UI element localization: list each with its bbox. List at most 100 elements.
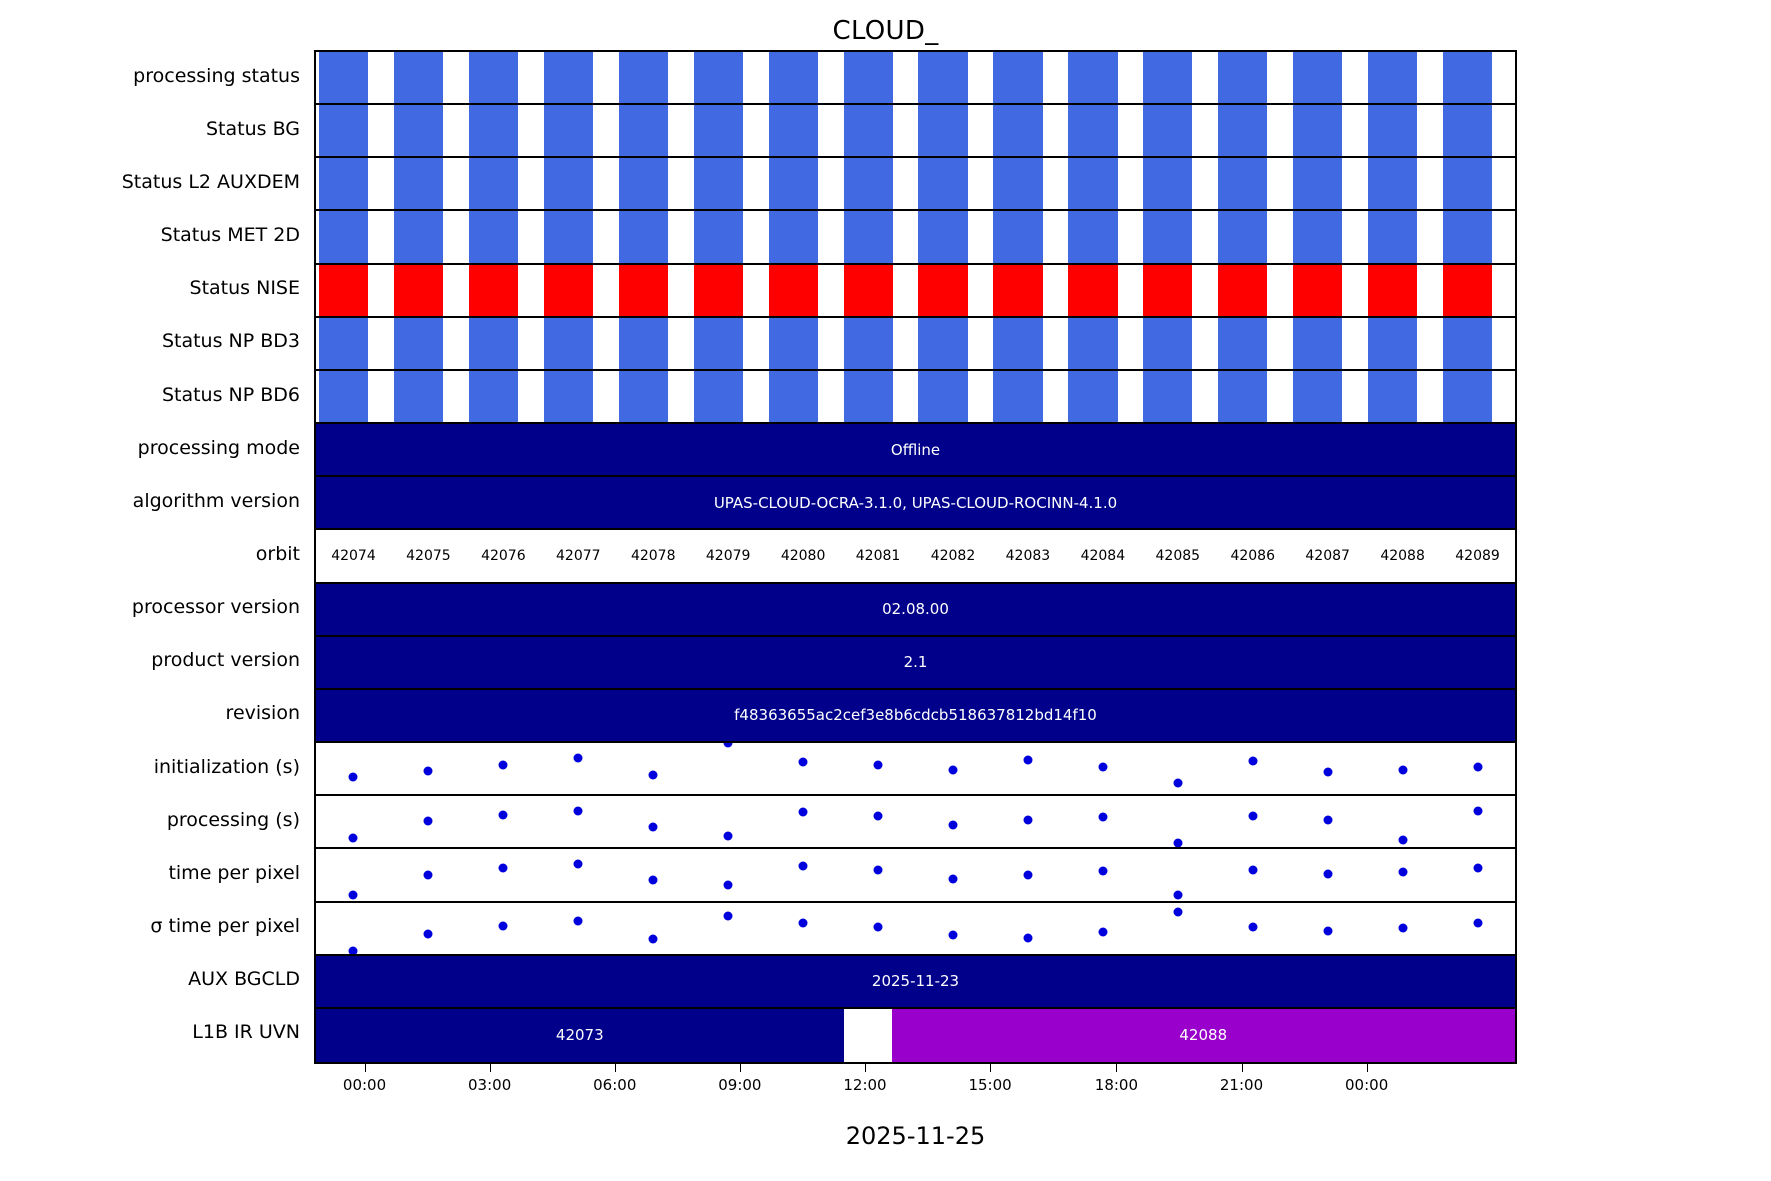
status-block: [1068, 264, 1118, 316]
row-label: Status MET 2D: [160, 224, 300, 247]
status-block: [693, 264, 743, 316]
data-point: [1248, 922, 1258, 932]
axis-tick: [1241, 1064, 1243, 1072]
status-block: [843, 264, 893, 316]
row-label: Status NISE: [189, 277, 300, 300]
data-point: [1098, 866, 1108, 876]
status-block: [1218, 264, 1268, 316]
axis-tick: [364, 1064, 366, 1072]
data-point: [1248, 865, 1258, 875]
orbit-label: 42077: [556, 547, 601, 564]
timeline-row: [316, 158, 1515, 212]
status-block: [768, 105, 818, 157]
status-block: [1443, 264, 1493, 316]
status-block: [1068, 158, 1118, 210]
data-point: [648, 822, 658, 832]
orbit-label: 42076: [481, 547, 526, 564]
data-point: [573, 806, 583, 816]
status-block: [768, 158, 818, 210]
status-block: [843, 158, 893, 210]
status-block: [768, 52, 818, 104]
axis-tick-label: 12:00: [843, 1076, 887, 1094]
data-point: [873, 811, 883, 821]
row-label: processing status: [133, 64, 300, 87]
data-point: [1173, 907, 1183, 917]
status-block: [768, 211, 818, 263]
data-point: [1398, 835, 1408, 845]
axis-tick-label: 00:00: [342, 1076, 387, 1094]
status-block: [618, 317, 668, 369]
data-point: [1023, 815, 1033, 825]
data-point: [1398, 765, 1408, 775]
data-point: [1248, 756, 1258, 766]
data-point: [798, 757, 808, 767]
status-block: [1293, 317, 1343, 369]
data-point: [1023, 870, 1033, 880]
segment-text: 42088: [1179, 1026, 1228, 1045]
data-point: [1473, 918, 1483, 928]
axis-tick: [1116, 1064, 1118, 1072]
data-point: [1473, 863, 1483, 873]
status-block: [993, 317, 1043, 369]
status-block: [1068, 370, 1118, 423]
status-block: [318, 211, 369, 263]
timeline-row: [316, 264, 1515, 318]
axis-tick-label: 18:00: [1094, 1076, 1139, 1094]
data-point: [1248, 811, 1258, 821]
timeline-row: 42074 42075 42076 42077 42078 42079 42080 42081…: [316, 530, 1515, 584]
status-block: [918, 105, 968, 157]
data-point: [723, 743, 733, 748]
orbit-label: 42085: [1155, 547, 1201, 564]
status-block: [1368, 158, 1418, 210]
status-block: [393, 105, 444, 157]
timeline-row: [316, 105, 1515, 159]
status-block: [1143, 158, 1193, 210]
status-block: [1218, 211, 1268, 263]
timeline-row: [316, 902, 1515, 956]
status-block: [618, 211, 668, 263]
status-block: [843, 52, 893, 104]
data-point: [873, 865, 883, 875]
axis-tick: [489, 1064, 491, 1072]
row-label: processor version: [131, 596, 300, 619]
data-point: [1473, 762, 1483, 772]
status-block: [693, 105, 743, 157]
status-block: [1368, 370, 1418, 423]
band-text: f48363655ac2cef3e8b6cdcb518637812bd14f10: [734, 706, 1097, 725]
status-block: [1443, 158, 1493, 210]
data-point: [423, 816, 433, 826]
data-point: [423, 929, 433, 939]
row-label: initialization (s): [153, 755, 300, 778]
timeline-segment: 42088: [891, 1008, 1515, 1062]
status-block: [543, 52, 593, 104]
data-point: [1173, 838, 1183, 848]
orbit-label: 42081: [855, 547, 901, 564]
orbit-label: 42080: [780, 547, 826, 564]
status-block: [1443, 317, 1493, 369]
status-block: [1143, 52, 1193, 104]
orbit-label: 42074: [331, 547, 376, 564]
status-block: [468, 52, 519, 104]
data-point: [723, 880, 733, 890]
axis-tick-label: 00:00: [1345, 1076, 1389, 1094]
status-block: [843, 370, 893, 423]
status-block: [468, 105, 519, 157]
data-point: [798, 807, 808, 817]
status-block: [393, 158, 444, 210]
status-block: [393, 317, 444, 369]
status-block: [843, 317, 893, 369]
status-block: [918, 370, 968, 423]
data-point: [1098, 762, 1108, 772]
status-block: [318, 370, 369, 423]
data-point: [498, 863, 508, 873]
timeline-row: Offline: [316, 424, 1515, 478]
data-point: [348, 833, 358, 843]
status-block: [1293, 105, 1343, 157]
status-block: [1293, 370, 1343, 423]
axis-tick-label: 09:00: [718, 1076, 762, 1094]
band-text: 2.1: [903, 653, 928, 672]
status-block: [1293, 211, 1343, 263]
data-point: [498, 921, 508, 931]
row-label: AUX BGCLD: [188, 968, 300, 991]
status-block: [318, 317, 369, 369]
